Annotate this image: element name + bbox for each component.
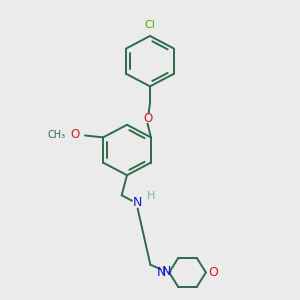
Text: H: H [147, 191, 155, 201]
Text: O: O [209, 266, 219, 279]
Text: O: O [70, 128, 80, 141]
Text: N: N [162, 265, 171, 278]
Text: O: O [144, 112, 153, 125]
Text: N: N [157, 266, 166, 279]
Text: CH₃: CH₃ [47, 130, 65, 140]
Text: N: N [133, 196, 142, 209]
Text: Cl: Cl [145, 20, 155, 30]
